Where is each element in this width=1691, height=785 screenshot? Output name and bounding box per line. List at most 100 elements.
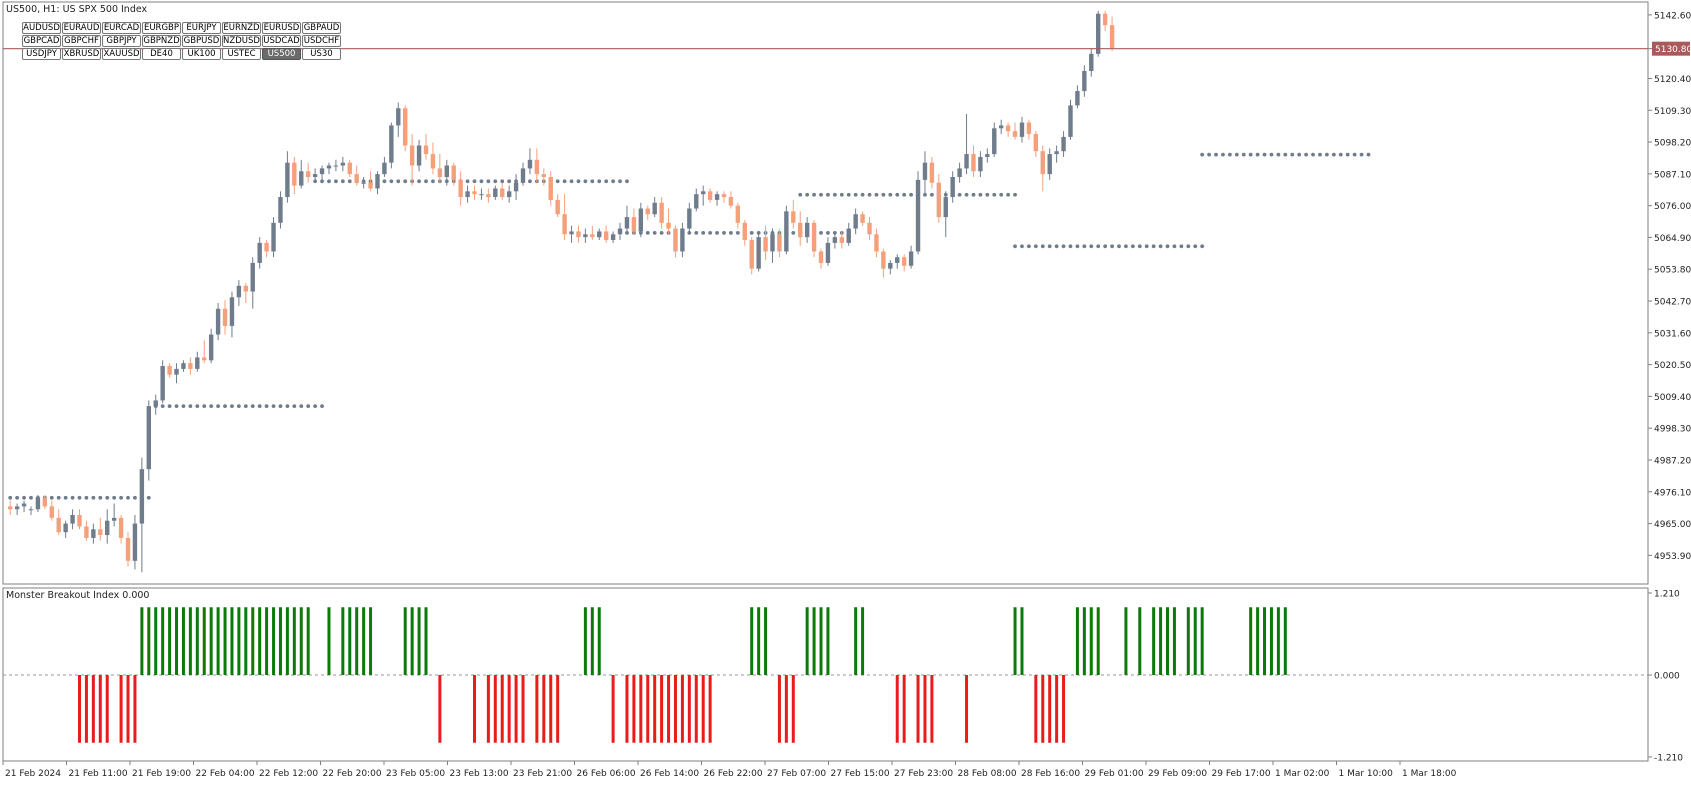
candle-body [1068, 105, 1073, 137]
candle-body [361, 182, 366, 184]
level-dot [126, 495, 130, 500]
level-dot [590, 179, 595, 184]
symbol-button-eurcad[interactable]: EURCAD [102, 22, 141, 34]
symbol-button-uk100[interactable]: UK100 [182, 48, 221, 60]
level-dot [486, 179, 491, 184]
level-dot [327, 179, 331, 184]
level-dot [964, 192, 969, 197]
symbol-button-usdchf[interactable]: USDCHF [302, 35, 341, 47]
candle-body [895, 257, 900, 263]
candlestick-series [8, 10, 1115, 573]
symbol-button-gbpchf[interactable]: GBPCHF [62, 35, 101, 47]
level-dot [56, 495, 61, 500]
symbol-button-eurusd[interactable]: EURUSD [262, 22, 301, 34]
level-dot [299, 404, 304, 409]
level-dot [1054, 244, 1059, 249]
symbol-button-us500[interactable]: US500 [262, 48, 301, 60]
symbol-button-gbpusd[interactable]: GBPUSD [182, 35, 221, 47]
symbol-button-usdcad[interactable]: USDCAD [262, 35, 301, 47]
level-dot [29, 495, 33, 500]
candle-body [111, 517, 117, 521]
level-dot [1061, 244, 1066, 249]
candle-body [971, 154, 976, 172]
candle-body [188, 363, 193, 369]
symbol-button-euraud[interactable]: EURAUD [62, 22, 101, 34]
level-dot [403, 179, 408, 184]
level-dot [528, 179, 532, 184]
level-dot [1227, 152, 1232, 157]
level-dot [819, 192, 823, 197]
candle-body [174, 368, 179, 375]
candle-body [728, 197, 734, 206]
candle-body [98, 529, 103, 536]
candle-body [707, 191, 713, 200]
level-dot [1172, 244, 1177, 249]
candle-body [985, 154, 990, 157]
candle-body [804, 222, 810, 238]
current-price-label: 5130.80 [1655, 45, 1691, 55]
level-dot [1352, 152, 1357, 157]
candle-body [132, 523, 138, 561]
symbol-button-gbpaud[interactable]: GBPAUD [302, 22, 341, 34]
level-dot [1137, 244, 1142, 249]
symbol-button-eurjpy[interactable]: EURJPY [182, 22, 221, 34]
level-dot [1013, 244, 1017, 249]
candle-body [562, 214, 567, 235]
level-dot [243, 404, 248, 409]
candle-body [506, 191, 512, 198]
candle-body [1109, 25, 1115, 49]
breakout-level [313, 179, 629, 184]
candle-body [943, 197, 948, 218]
time-tick-label: 1 Mar 02:00 [1275, 769, 1330, 779]
indicator-tick-label: 0.000 [1654, 672, 1680, 682]
symbol-button-xauusd[interactable]: XAUUSD [102, 48, 141, 60]
candle-body [645, 208, 650, 215]
level-dot [909, 192, 913, 197]
time-tick-label: 27 Feb 15:00 [831, 769, 890, 779]
candle-body [687, 208, 692, 229]
candle-body [569, 231, 574, 235]
symbol-button-usdjpy[interactable]: USDJPY [22, 48, 61, 60]
level-dot [1221, 152, 1225, 157]
candle-body [333, 165, 339, 167]
candle-body [576, 231, 581, 238]
chart-title: US500, H1: US SPX 500 Index [6, 4, 148, 15]
level-dot [334, 179, 338, 184]
time-tick-label: 28 Feb 16:00 [1021, 769, 1080, 779]
candle-body [8, 506, 13, 510]
symbol-button-gbpjpy[interactable]: GBPJPY [102, 35, 141, 47]
time-tick-label: 21 Feb 19:00 [132, 769, 191, 779]
symbol-button-eurnzd[interactable]: EURNZD [222, 22, 261, 34]
symbol-button-ustec[interactable]: USTEC [222, 48, 261, 60]
symbol-switcher-panel: AUDUSD EURAUD EURCAD EURGBP EURJPY EURNZD EURU… [22, 22, 341, 60]
symbol-button-gbpnzd[interactable]: GBPNZD [142, 35, 181, 47]
level-dot [98, 495, 103, 500]
candle-body [465, 191, 470, 198]
level-dot [722, 230, 726, 235]
level-dot [382, 179, 387, 184]
candle-body [603, 231, 609, 241]
symbol-button-eurgbp[interactable]: EURGBP [142, 22, 181, 34]
candle-body [597, 231, 602, 238]
symbol-button-us30[interactable]: US30 [302, 48, 341, 60]
symbol-button-de40[interactable]: DE40 [142, 48, 181, 60]
level-dot [1269, 152, 1274, 157]
candle-body [181, 363, 186, 369]
level-dot [569, 179, 574, 184]
level-dot [1103, 244, 1108, 249]
level-dot [105, 495, 110, 500]
candle-body [784, 211, 789, 252]
symbol-button-audusd[interactable]: AUDUSD [22, 22, 61, 34]
symbol-button-gbpcad[interactable]: GBPCAD [22, 35, 61, 47]
symbol-button-xbrusd[interactable]: XBRUSD [62, 48, 101, 60]
candle-body [160, 366, 165, 401]
candle-body [1096, 13, 1101, 54]
level-dot [881, 192, 886, 197]
level-dot [112, 495, 117, 500]
candle-body [610, 234, 616, 241]
level-dot [216, 404, 221, 409]
level-dot [555, 179, 560, 184]
level-dot [167, 404, 172, 409]
symbol-button-nzdusd[interactable]: NZDUSD [222, 35, 261, 47]
